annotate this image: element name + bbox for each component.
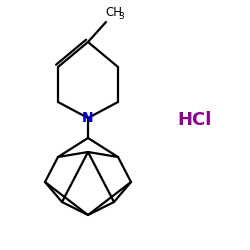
Text: 3: 3 (118, 12, 124, 21)
Text: N: N (82, 111, 94, 125)
Text: CH: CH (105, 6, 122, 19)
Text: HCl: HCl (178, 111, 212, 129)
